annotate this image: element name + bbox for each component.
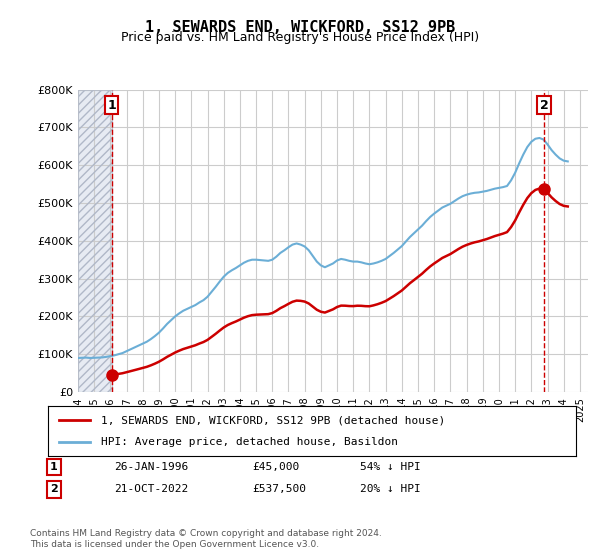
Text: £45,000: £45,000 xyxy=(252,462,299,472)
Text: 1, SEWARDS END, WICKFORD, SS12 9PB (detached house): 1, SEWARDS END, WICKFORD, SS12 9PB (deta… xyxy=(101,415,445,425)
Text: 2: 2 xyxy=(540,99,548,111)
Text: HPI: Average price, detached house, Basildon: HPI: Average price, detached house, Basi… xyxy=(101,437,398,447)
Text: 2: 2 xyxy=(50,484,58,494)
Text: 21-OCT-2022: 21-OCT-2022 xyxy=(114,484,188,494)
Text: 54% ↓ HPI: 54% ↓ HPI xyxy=(360,462,421,472)
Text: £537,500: £537,500 xyxy=(252,484,306,494)
Text: 1: 1 xyxy=(50,462,58,472)
Text: 1: 1 xyxy=(107,99,116,111)
Text: 1, SEWARDS END, WICKFORD, SS12 9PB: 1, SEWARDS END, WICKFORD, SS12 9PB xyxy=(145,20,455,35)
Text: 20% ↓ HPI: 20% ↓ HPI xyxy=(360,484,421,494)
Bar xyxy=(78,90,112,392)
Text: 26-JAN-1996: 26-JAN-1996 xyxy=(114,462,188,472)
Text: Contains HM Land Registry data © Crown copyright and database right 2024.
This d: Contains HM Land Registry data © Crown c… xyxy=(30,529,382,549)
Text: Price paid vs. HM Land Registry's House Price Index (HPI): Price paid vs. HM Land Registry's House … xyxy=(121,31,479,44)
